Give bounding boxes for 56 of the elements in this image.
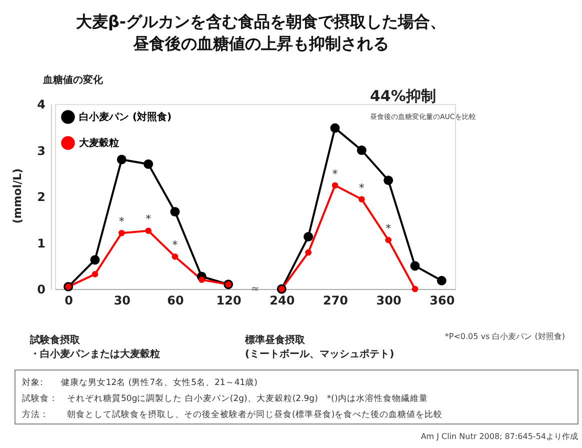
point bbox=[198, 276, 205, 283]
point bbox=[145, 228, 152, 234]
point bbox=[358, 196, 365, 202]
chart-title: 大麦β-グルカンを含む食品を朝食で摂取した場合、 bbox=[76, 12, 446, 31]
x-tick-label: 60 bbox=[167, 294, 184, 308]
x-tick-label: 30 bbox=[114, 294, 131, 308]
x-tick-label: 270 bbox=[322, 294, 348, 308]
text: 血糖値の変化 bbox=[42, 74, 104, 86]
point bbox=[305, 249, 312, 256]
y-axis-title: (mmol/L) bbox=[11, 168, 24, 224]
x-tick-label: 120 bbox=[216, 294, 242, 308]
point bbox=[144, 159, 154, 169]
x-tick-label: 300 bbox=[376, 294, 402, 308]
point bbox=[410, 261, 420, 271]
data-label: * bbox=[358, 181, 365, 194]
point bbox=[90, 255, 100, 265]
data-label: * bbox=[172, 238, 178, 252]
point bbox=[172, 253, 178, 260]
point bbox=[356, 146, 366, 155]
x-tick-label: 0 bbox=[64, 294, 74, 308]
y-tick-label: 0 bbox=[37, 282, 46, 296]
y-tick-label: 2 bbox=[37, 190, 46, 204]
text: 試験食： それぞれ糖質50gに調製した 白小麦パン(2g)、大麦穀粒(2.9g) *()内は水溶性食物繊維量 bbox=[22, 393, 428, 404]
legend-label: 大麦穀粒 bbox=[78, 137, 119, 149]
point bbox=[116, 154, 126, 164]
text: 対象: 健康な男女12名 (男性7名、女性5名、21～41歳) bbox=[22, 377, 258, 388]
data-label: * bbox=[386, 222, 392, 235]
text: 方法： 朝食として試験食を摂取し、その後全被験者が同じ昼食(標準昼食)を食べた後の血糖値を比較 bbox=[22, 409, 443, 420]
point bbox=[92, 271, 98, 278]
x-tick-label: 240 bbox=[270, 294, 295, 308]
point bbox=[436, 276, 446, 286]
point bbox=[384, 176, 394, 186]
text: Am J Clin Nutr 2008; 87:645-54より作成 bbox=[420, 432, 578, 441]
y-tick-label: 1 bbox=[37, 236, 46, 250]
point bbox=[304, 232, 314, 242]
text: (ミートボール、マッシュポテト) bbox=[245, 348, 394, 360]
text: *P<0.05 vs 白小麦パン (対照食) bbox=[444, 332, 565, 341]
data-label: * bbox=[146, 212, 152, 226]
annotation: 44%抑制 bbox=[370, 87, 436, 105]
point bbox=[412, 286, 418, 292]
y-tick-label: 3 bbox=[37, 144, 46, 158]
text: 標準昼食摂取 bbox=[244, 334, 306, 346]
data-label: * bbox=[118, 215, 125, 228]
data-label: * bbox=[332, 167, 338, 180]
legend-label: 白小麦パン (対照食) bbox=[79, 111, 172, 123]
chart-subtitle: 昼食後の血糖値の上昇も抑制される bbox=[132, 34, 389, 53]
annotation: ≈ bbox=[250, 284, 260, 295]
x-tick-label: 360 bbox=[430, 294, 455, 308]
point bbox=[385, 236, 392, 244]
point bbox=[330, 123, 340, 133]
point bbox=[118, 230, 125, 236]
point bbox=[332, 182, 338, 189]
point bbox=[170, 207, 180, 216]
text: ・白小麦パンまたは大麦穀粒 bbox=[30, 348, 160, 360]
y-tick-label: 4 bbox=[37, 98, 46, 112]
text: 試験食摂取 bbox=[29, 334, 81, 346]
